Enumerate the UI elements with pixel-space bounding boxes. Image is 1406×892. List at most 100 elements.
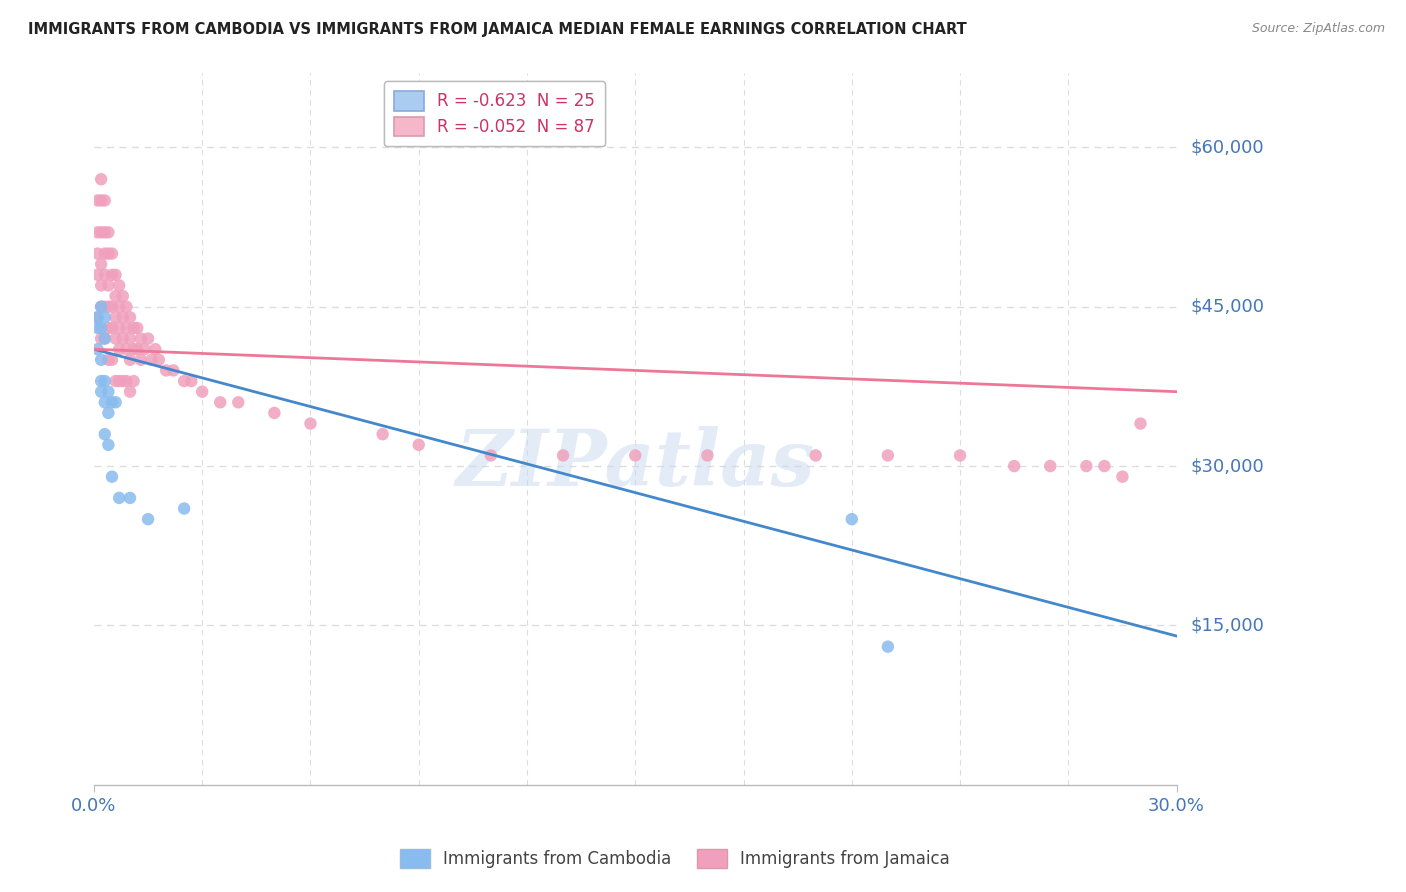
Point	[86, 225, 108, 239]
Point	[949, 449, 972, 463]
Point	[90, 352, 112, 367]
Point	[108, 278, 131, 293]
Point	[90, 300, 112, 314]
Point	[104, 268, 127, 282]
Point	[841, 512, 863, 526]
Point	[115, 300, 138, 314]
Point	[94, 300, 117, 314]
Point	[299, 417, 322, 431]
Point	[101, 352, 124, 367]
Point	[111, 332, 134, 346]
Text: $60,000: $60,000	[1191, 138, 1264, 156]
Point	[408, 438, 430, 452]
Point	[108, 491, 131, 505]
Text: ZIPatlas: ZIPatlas	[456, 426, 815, 503]
Point	[122, 374, 145, 388]
Point	[90, 257, 112, 271]
Point	[101, 395, 124, 409]
Point	[90, 278, 112, 293]
Point	[479, 449, 502, 463]
Point	[97, 406, 120, 420]
Point	[162, 363, 184, 377]
Point	[180, 374, 202, 388]
Point	[97, 278, 120, 293]
Point	[148, 352, 170, 367]
Point	[94, 310, 117, 325]
Point	[191, 384, 214, 399]
Point	[94, 268, 117, 282]
Point	[94, 374, 117, 388]
Point	[118, 491, 141, 505]
Point	[90, 300, 112, 314]
Point	[127, 321, 149, 335]
Point	[108, 342, 131, 356]
Point	[101, 268, 124, 282]
Point	[97, 384, 120, 399]
Point	[94, 332, 117, 346]
Text: $45,000: $45,000	[1191, 298, 1264, 316]
Point	[1092, 458, 1115, 473]
Point	[90, 332, 112, 346]
Point	[111, 310, 134, 325]
Point	[876, 640, 898, 654]
Point	[90, 225, 112, 239]
Point	[108, 374, 131, 388]
Point	[97, 352, 120, 367]
Point	[118, 310, 141, 325]
Point	[141, 352, 163, 367]
Point	[101, 246, 124, 260]
Point	[1129, 417, 1152, 431]
Point	[118, 332, 141, 346]
Text: $30,000: $30,000	[1191, 457, 1264, 475]
Point	[115, 342, 138, 356]
Point	[90, 321, 112, 335]
Point	[97, 225, 120, 239]
Point	[143, 342, 166, 356]
Point	[876, 449, 898, 463]
Point	[1039, 458, 1062, 473]
Point	[104, 395, 127, 409]
Point	[134, 342, 156, 356]
Point	[371, 427, 394, 442]
Point	[136, 332, 159, 346]
Point	[804, 449, 827, 463]
Point	[122, 342, 145, 356]
Point	[94, 246, 117, 260]
Point	[101, 321, 124, 335]
Point	[101, 300, 124, 314]
Point	[263, 406, 285, 420]
Point	[101, 469, 124, 483]
Point	[115, 374, 138, 388]
Point	[104, 289, 127, 303]
Point	[111, 289, 134, 303]
Point	[97, 321, 120, 335]
Point	[129, 352, 152, 367]
Point	[90, 172, 112, 186]
Point	[97, 300, 120, 314]
Point	[86, 310, 108, 325]
Point	[226, 395, 249, 409]
Point	[86, 342, 108, 356]
Point	[94, 332, 117, 346]
Point	[90, 374, 112, 388]
Point	[94, 225, 117, 239]
Legend: Immigrants from Cambodia, Immigrants from Jamaica: Immigrants from Cambodia, Immigrants fro…	[394, 842, 956, 875]
Point	[90, 194, 112, 208]
Legend: R = -0.623  N = 25, R = -0.052  N = 87: R = -0.623 N = 25, R = -0.052 N = 87	[384, 81, 605, 146]
Y-axis label: Median Female Earnings: Median Female Earnings	[0, 327, 8, 531]
Point	[104, 332, 127, 346]
Point	[129, 332, 152, 346]
Text: IMMIGRANTS FROM CAMBODIA VS IMMIGRANTS FROM JAMAICA MEDIAN FEMALE EARNINGS CORRE: IMMIGRANTS FROM CAMBODIA VS IMMIGRANTS F…	[28, 22, 967, 37]
Point	[127, 342, 149, 356]
Text: $15,000: $15,000	[1191, 616, 1264, 634]
Point	[1002, 458, 1025, 473]
Point	[696, 449, 718, 463]
Point	[173, 501, 195, 516]
Point	[94, 194, 117, 208]
Point	[155, 363, 177, 377]
Point	[97, 438, 120, 452]
Text: Source: ZipAtlas.com: Source: ZipAtlas.com	[1251, 22, 1385, 36]
Point	[551, 449, 574, 463]
Point	[118, 384, 141, 399]
Point	[86, 310, 108, 325]
